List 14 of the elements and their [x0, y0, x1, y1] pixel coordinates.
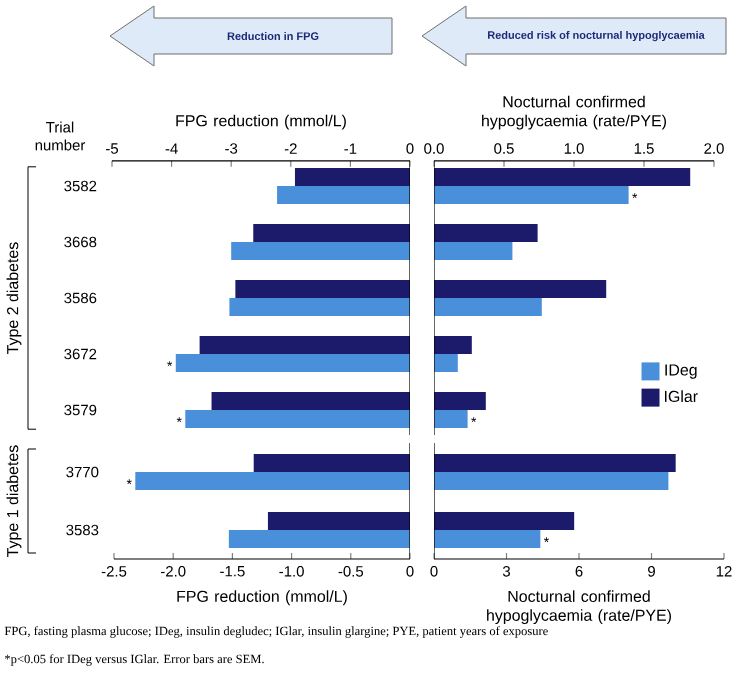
bar: [434, 336, 472, 355]
bar: [434, 410, 468, 429]
bar: [434, 512, 575, 531]
bar: [434, 354, 458, 373]
bar: [434, 224, 538, 243]
bar: [434, 298, 542, 317]
bar: [434, 530, 541, 549]
bar: [434, 392, 486, 411]
bar: [434, 242, 513, 261]
bar: [434, 472, 669, 491]
bar: [434, 186, 629, 205]
bar: [434, 454, 676, 473]
bar: [434, 168, 691, 187]
bar: [434, 280, 607, 299]
